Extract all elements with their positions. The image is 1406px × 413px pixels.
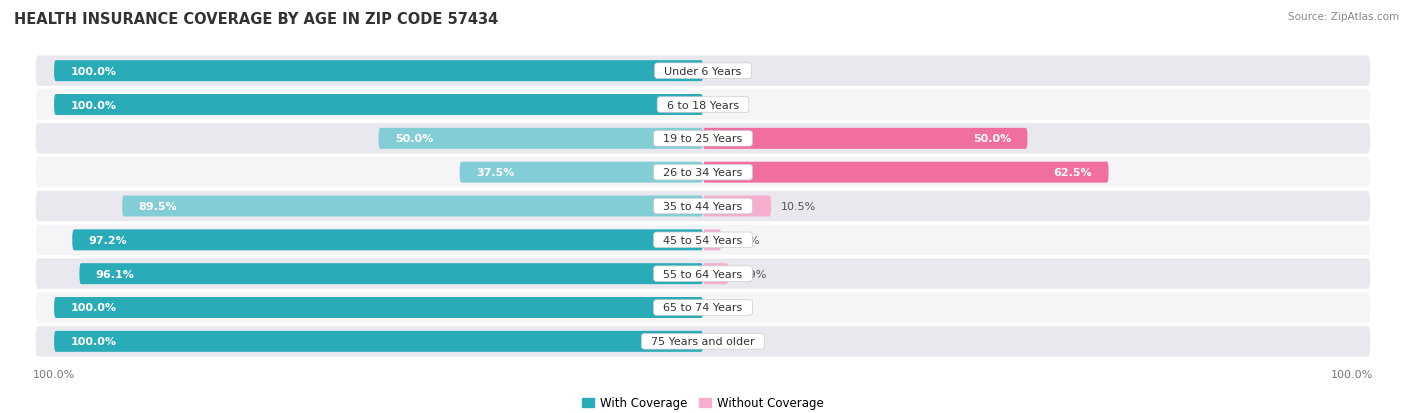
FancyBboxPatch shape xyxy=(53,331,703,352)
Text: 10.5%: 10.5% xyxy=(780,202,815,211)
Text: 26 to 34 Years: 26 to 34 Years xyxy=(657,168,749,178)
Text: 75 Years and older: 75 Years and older xyxy=(644,337,762,347)
FancyBboxPatch shape xyxy=(35,224,1371,256)
Text: 96.1%: 96.1% xyxy=(96,269,135,279)
FancyBboxPatch shape xyxy=(703,162,1108,183)
Text: 100.0%: 100.0% xyxy=(70,337,117,347)
FancyBboxPatch shape xyxy=(378,128,703,150)
Text: 100.0%: 100.0% xyxy=(70,303,117,313)
Text: 65 to 74 Years: 65 to 74 Years xyxy=(657,303,749,313)
FancyBboxPatch shape xyxy=(53,95,703,116)
FancyBboxPatch shape xyxy=(53,61,703,82)
Text: 0.0%: 0.0% xyxy=(713,66,741,76)
Text: 3.9%: 3.9% xyxy=(738,269,766,279)
FancyBboxPatch shape xyxy=(460,162,703,183)
FancyBboxPatch shape xyxy=(35,325,1371,358)
FancyBboxPatch shape xyxy=(35,123,1371,155)
FancyBboxPatch shape xyxy=(72,230,703,251)
FancyBboxPatch shape xyxy=(53,297,703,318)
Text: HEALTH INSURANCE COVERAGE BY AGE IN ZIP CODE 57434: HEALTH INSURANCE COVERAGE BY AGE IN ZIP … xyxy=(14,12,498,27)
Text: Source: ZipAtlas.com: Source: ZipAtlas.com xyxy=(1288,12,1399,22)
Text: 6 to 18 Years: 6 to 18 Years xyxy=(659,100,747,110)
FancyBboxPatch shape xyxy=(703,230,721,251)
Text: 19 to 25 Years: 19 to 25 Years xyxy=(657,134,749,144)
Text: 0.0%: 0.0% xyxy=(713,100,741,110)
FancyBboxPatch shape xyxy=(703,196,770,217)
Text: 50.0%: 50.0% xyxy=(395,134,433,144)
Text: 100.0%: 100.0% xyxy=(70,100,117,110)
FancyBboxPatch shape xyxy=(703,128,1028,150)
FancyBboxPatch shape xyxy=(79,263,703,285)
FancyBboxPatch shape xyxy=(35,292,1371,324)
Text: 35 to 44 Years: 35 to 44 Years xyxy=(657,202,749,211)
FancyBboxPatch shape xyxy=(35,190,1371,223)
Text: 100.0%: 100.0% xyxy=(70,66,117,76)
Text: 50.0%: 50.0% xyxy=(973,134,1011,144)
FancyBboxPatch shape xyxy=(35,89,1371,121)
Text: 55 to 64 Years: 55 to 64 Years xyxy=(657,269,749,279)
Text: 37.5%: 37.5% xyxy=(475,168,515,178)
Text: 2.8%: 2.8% xyxy=(731,235,759,245)
Text: 0.0%: 0.0% xyxy=(713,337,741,347)
Legend: With Coverage, Without Coverage: With Coverage, Without Coverage xyxy=(578,392,828,413)
FancyBboxPatch shape xyxy=(122,196,703,217)
FancyBboxPatch shape xyxy=(703,263,728,285)
Text: 97.2%: 97.2% xyxy=(89,235,127,245)
Text: 62.5%: 62.5% xyxy=(1053,168,1092,178)
FancyBboxPatch shape xyxy=(35,258,1371,290)
Text: 45 to 54 Years: 45 to 54 Years xyxy=(657,235,749,245)
FancyBboxPatch shape xyxy=(35,157,1371,189)
Text: 89.5%: 89.5% xyxy=(138,202,177,211)
Text: 0.0%: 0.0% xyxy=(713,303,741,313)
Text: Under 6 Years: Under 6 Years xyxy=(658,66,748,76)
FancyBboxPatch shape xyxy=(35,55,1371,88)
